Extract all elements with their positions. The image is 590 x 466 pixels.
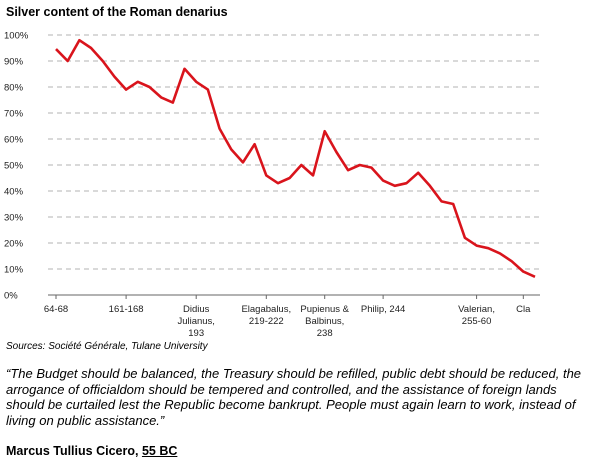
x-tick-label: Valerian, 255-60 <box>458 304 495 327</box>
chart-title: Silver content of the Roman denarius <box>6 5 228 19</box>
x-tick-label: Elagabalus, 219-222 <box>241 304 291 327</box>
y-tick-label: 50% <box>4 161 24 172</box>
attribution: Marcus Tullius Cicero, 55 BC <box>6 444 177 458</box>
y-tick-label: 0% <box>4 291 18 302</box>
y-tick-label: 100% <box>4 31 29 42</box>
source-note: Sources: Société Générale, Tulane Univer… <box>6 341 208 352</box>
data-line <box>55 38 536 278</box>
y-tick-label: 40% <box>4 187 24 198</box>
y-tick-label: 80% <box>4 83 24 94</box>
quote: “The Budget should be balanced, the Trea… <box>6 366 582 428</box>
date-link[interactable]: 55 BC <box>141 444 178 458</box>
x-tick-label: Didius Julianus, 193 <box>177 304 215 339</box>
x-tick-label: Philip, 244 <box>361 304 405 315</box>
x-tick-label: Cla <box>516 304 531 315</box>
x-tick-label: 161-168 <box>109 304 144 315</box>
author: Marcus Tullius Cicero, <box>6 444 139 458</box>
y-tick-label: 70% <box>4 109 24 120</box>
y-tick-label: 10% <box>4 265 24 276</box>
y-tick-label: 60% <box>4 135 24 146</box>
x-tick-label: 64-68 <box>44 304 68 315</box>
y-tick-label: 20% <box>4 239 24 250</box>
y-tick-label: 30% <box>4 213 24 224</box>
y-tick-label: 90% <box>4 57 24 68</box>
x-tick-label: Pupienus & Balbinus, 238 <box>300 304 349 339</box>
chart: Silver content of the Roman denarius 0% 1… <box>4 5 540 339</box>
